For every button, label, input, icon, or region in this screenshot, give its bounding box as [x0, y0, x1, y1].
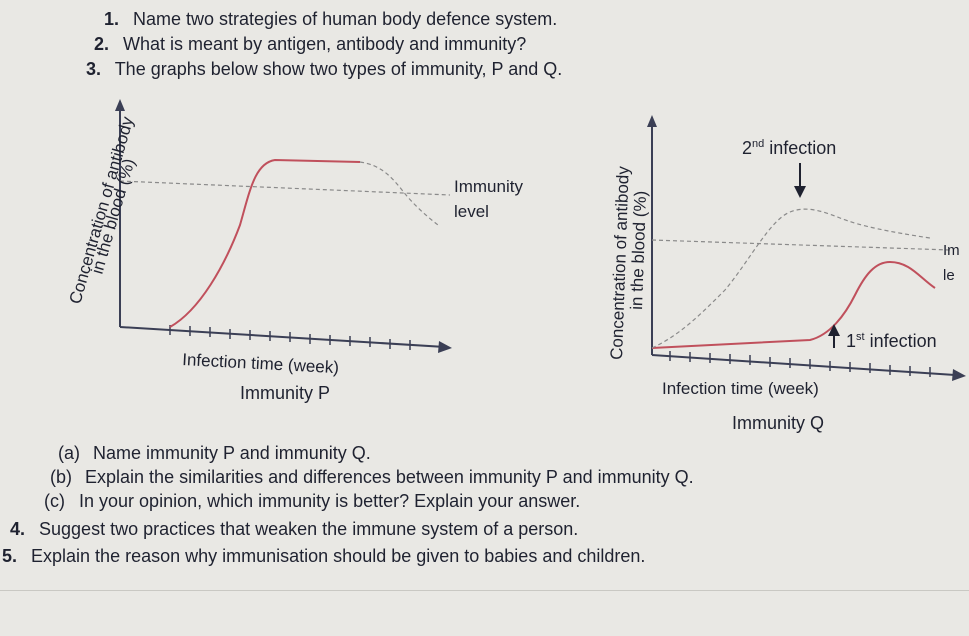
graph-q-ticks: [669, 351, 931, 377]
graph-q-second-infection-label: 2nd infection: [742, 138, 836, 158]
question-2: 2. What is meant by antigen, antibody an…: [94, 35, 526, 53]
graph-p-immunity-level-line: [119, 180, 451, 196]
question-3c: (c) In your opinion, which immunity is b…: [44, 492, 580, 510]
graph-p-xlabel: Infection time (week): [182, 350, 340, 377]
graph-q-immunity-label-line2: le: [943, 267, 955, 284]
question-text: The graphs below show two types of immun…: [114, 59, 563, 79]
graph-q-second-infection-arrowhead: [794, 186, 806, 198]
question-4: 4. Suggest two practices that weaken the…: [10, 520, 578, 538]
graph-p-x-arrow: [438, 341, 452, 353]
question-number: 1.: [104, 9, 120, 29]
question-number: (b): [50, 467, 72, 487]
graph-immunity-q: 2nd infection 1st infection Concentratio…: [607, 115, 966, 398]
graph-p-caption: Immunity P: [240, 383, 331, 403]
question-text: Name immunity P and immunity Q.: [93, 443, 371, 463]
question-text: Suggest two practices that weaken the im…: [39, 519, 579, 539]
graph-q-xlabel: Infection time (week): [662, 379, 819, 398]
graph-q-y-arrow: [647, 115, 657, 127]
question-3b: (b) Explain the similarities and differe…: [50, 468, 694, 486]
graph-q-immunity-label-line1: Im: [943, 242, 960, 259]
graph-q-x-arrow: [952, 369, 966, 381]
question-5: 5. Explain the reason why immunisation s…: [2, 547, 645, 565]
question-number: 5.: [2, 546, 18, 566]
graph-p-x-axis: [119, 326, 446, 348]
question-3: 3. The graphs below show two types of im…: [86, 60, 562, 78]
graph-p-y-arrow: [115, 99, 125, 111]
graph-q-immunity-level-line: [651, 239, 951, 251]
graph-q-caption: Immunity Q: [732, 413, 825, 433]
question-number: 4.: [10, 519, 26, 539]
graph-q-ylabel-line2: in the blood (%): [627, 190, 650, 310]
graph-p-immunity-label-line1: Immunity: [454, 177, 523, 196]
question-text: In your opinion, which immunity is bette…: [79, 491, 581, 511]
graph-p-antibody-curve: [169, 158, 361, 328]
graph-q-first-infection-label: 1st infection: [846, 331, 937, 351]
question-number: (a): [58, 443, 80, 463]
graph-q-x-axis: [651, 354, 956, 376]
graph-p-ticks: [169, 325, 411, 350]
question-text: Explain the similarities and differences…: [85, 467, 694, 487]
question-1: 1. Name two strategies of human body def…: [104, 10, 557, 28]
question-number: 2.: [94, 34, 110, 54]
graph-q-second-infection-curve: [651, 208, 931, 349]
question-text: What is meant by antigen, antibody and i…: [123, 34, 527, 54]
graph-p-antibody-curve-dashed: [359, 161, 439, 226]
question-number: 3.: [86, 59, 102, 79]
page-bottom-edge: [0, 590, 969, 591]
question-text: Explain the reason why immunisation shou…: [31, 546, 646, 566]
question-text: Name two strategies of human body defenc…: [133, 9, 558, 29]
graph-immunity-p: Concentration of antibody in the blood (…: [66, 99, 523, 377]
graph-q-first-infection-arrowhead: [828, 324, 840, 336]
graph-p-ylabel-line1: Concentration of antibody: [66, 114, 138, 306]
graph-q-first-infection-curve: [651, 260, 936, 349]
graph-p-immunity-label-line2: level: [454, 202, 489, 221]
question-number: (c): [44, 491, 65, 511]
question-3a: (a) Name immunity P and immunity Q.: [58, 444, 371, 462]
